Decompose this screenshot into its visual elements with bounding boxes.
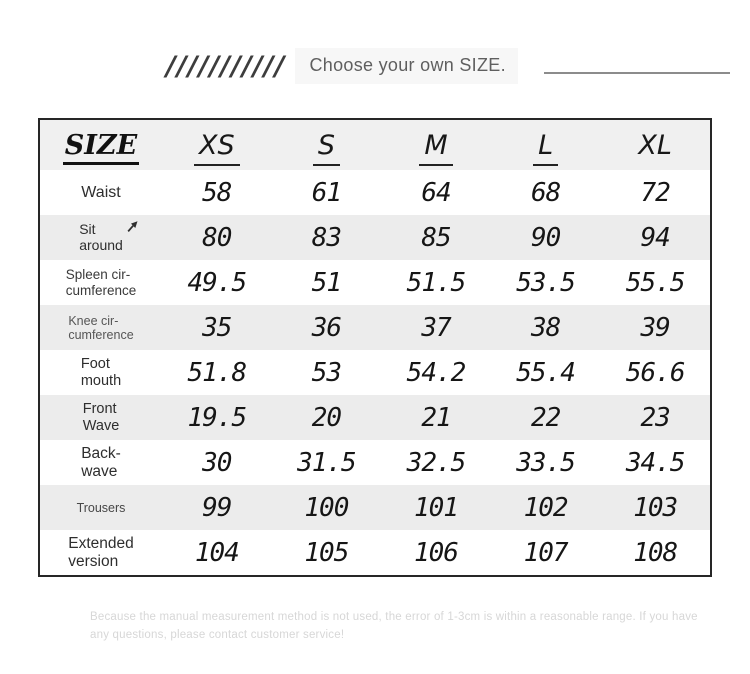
size-column-header-s: S (272, 129, 382, 166)
size-column-header-l: L (491, 129, 601, 166)
row-label-cell: Back-wave (40, 445, 162, 480)
size-value-cell: 37 (421, 312, 451, 343)
size-value-cell: 53.5 (516, 267, 576, 298)
size-value-cell: 102 (523, 492, 569, 523)
size-value-cell: 32.5 (406, 447, 467, 478)
size-value-cell: 33.5 (516, 447, 576, 478)
row-label-cell: Extended version (40, 535, 162, 570)
size-value-cell: 51.8 (187, 357, 247, 388)
size-table: SIZE XS S M L XL Waist 58 61 64 68 72 Sit around 80 83 8… (38, 118, 712, 577)
row-label-cell: Foot mouth (40, 356, 162, 388)
table-row: Back-wave 30 31.5 32.5 33.5 34.5 (40, 440, 710, 485)
size-value-cell: 61 (311, 177, 342, 208)
size-value-cell: 51 (311, 267, 342, 298)
title-underline (543, 72, 730, 74)
size-value-cell: 54.2 (406, 357, 467, 388)
size-value-cell: 64 (421, 177, 451, 208)
row-label-cell: Knee cir-cumference (40, 314, 162, 342)
row-label: Front Wave (82, 401, 120, 434)
table-row: Spleen cir-cumference 49.5 51 51.5 53.5 55.5 (40, 260, 710, 305)
size-column-label: XS (193, 129, 240, 166)
size-value-cell: 94 (640, 222, 671, 253)
size-value-cell: 19.5 (187, 402, 247, 433)
footer-note: Because the manual measurement method is… (90, 611, 698, 641)
size-column-label: XL (638, 129, 672, 161)
size-value-cell: 34.5 (625, 447, 686, 478)
size-column-header-m: M (381, 129, 491, 166)
table-row: Extended version 104 105 106 107 108 (40, 530, 710, 575)
row-label: Spleen cir-cumference (65, 267, 137, 298)
size-value-cell: 83 (311, 222, 342, 253)
size-value-cell: 90 (530, 222, 561, 253)
size-value-cell: 58 (202, 177, 232, 208)
row-label: Back-wave (81, 445, 121, 480)
size-column-header-xs: XS (162, 129, 272, 166)
size-corner-label: SIZE (62, 129, 140, 165)
size-value-cell: 103 (633, 492, 678, 523)
size-value-cell: 22 (530, 402, 561, 433)
size-value-cell: 104 (194, 537, 240, 568)
table-row: Knee cir-cumference 35 36 37 38 39 (40, 305, 710, 350)
size-column-header-xl: XL (600, 130, 710, 161)
row-label: Trousers (76, 500, 126, 515)
size-column-label: L (533, 129, 559, 166)
row-label-cell: Trousers (40, 501, 162, 515)
table-row: Trousers 99 100 101 102 103 (40, 485, 710, 530)
size-value-cell: 101 (414, 492, 459, 523)
row-label: Knee cir-cumference (68, 313, 134, 342)
size-value-cell: 20 (311, 402, 342, 433)
size-value-cell: 35 (202, 312, 232, 343)
table-row: Front Wave 19.5 20 21 22 23 (40, 395, 710, 440)
size-value-cell: 72 (640, 177, 671, 208)
size-value-cell: 99 (202, 492, 232, 523)
table-row: Waist 58 61 64 68 72 (40, 170, 710, 215)
size-value-cell: 36 (311, 312, 342, 343)
size-value-cell: 68 (530, 177, 561, 208)
size-value-cell: 107 (523, 537, 569, 568)
size-value-cell: 56.6 (625, 357, 686, 388)
table-row: Sit around 80 83 85 90 94 (40, 215, 710, 260)
row-label: Sit around (79, 221, 138, 253)
size-value-cell: 51.5 (406, 267, 467, 298)
size-column-label: M (419, 129, 453, 166)
row-label-cell: Spleen cir-cumference (40, 267, 162, 297)
size-value-cell: 85 (421, 222, 451, 253)
size-value-cell: 106 (414, 537, 459, 568)
size-value-cell: 100 (304, 492, 349, 523)
row-label: Waist (81, 183, 121, 201)
table-header-row: SIZE XS S M L XL (40, 120, 710, 170)
size-value-cell: 39 (640, 312, 671, 343)
row-label: Foot mouth (80, 356, 122, 389)
size-value-cell: 38 (530, 312, 561, 343)
size-value-cell: 53 (311, 357, 342, 388)
header: /////////// Choose your own SIZE. (166, 48, 730, 84)
size-value-cell: 55.4 (516, 357, 576, 388)
row-label: Extended version (68, 535, 134, 570)
row-label-cell: Front Wave (40, 401, 162, 433)
size-value-cell: 23 (640, 402, 671, 433)
size-value-cell: 31.5 (297, 447, 357, 478)
slashes-decoration: /////////// (166, 50, 286, 82)
row-label-cell: Sit around (40, 221, 162, 253)
cursor-arrow-icon (126, 220, 139, 233)
size-corner-header: SIZE (40, 129, 162, 165)
size-value-cell: 21 (421, 402, 451, 433)
size-value-cell: 105 (304, 537, 349, 568)
page-title: Choose your own SIZE. (295, 48, 518, 84)
size-value-cell: 49.5 (187, 267, 247, 298)
size-column-label: S (312, 129, 340, 166)
row-label-cell: Waist (40, 184, 162, 202)
table-row: Foot mouth 51.8 53 54.2 55.4 56.6 (40, 350, 710, 395)
size-value-cell: 108 (633, 537, 678, 568)
size-value-cell: 80 (202, 222, 232, 253)
size-value-cell: 55.5 (625, 267, 686, 298)
size-value-cell: 30 (202, 447, 232, 478)
